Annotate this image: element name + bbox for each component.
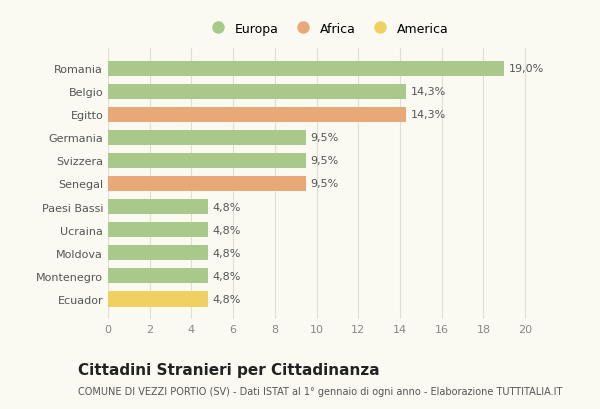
Bar <box>108 292 208 307</box>
Bar <box>108 108 406 122</box>
Bar <box>108 222 208 238</box>
Text: 4,8%: 4,8% <box>212 202 241 212</box>
Bar <box>108 84 406 99</box>
Bar <box>108 246 208 261</box>
Text: 9,5%: 9,5% <box>310 179 338 189</box>
Text: 9,5%: 9,5% <box>310 156 338 166</box>
Bar <box>108 177 306 191</box>
Text: 4,8%: 4,8% <box>212 294 241 304</box>
Bar <box>108 200 208 215</box>
Text: 19,0%: 19,0% <box>508 64 544 74</box>
Text: 14,3%: 14,3% <box>410 110 446 120</box>
Text: 14,3%: 14,3% <box>410 87 446 97</box>
Text: 4,8%: 4,8% <box>212 225 241 235</box>
Bar <box>108 153 306 169</box>
Text: 4,8%: 4,8% <box>212 271 241 281</box>
Text: COMUNE DI VEZZI PORTIO (SV) - Dati ISTAT al 1° gennaio di ogni anno - Elaborazio: COMUNE DI VEZZI PORTIO (SV) - Dati ISTAT… <box>78 387 562 396</box>
Text: 4,8%: 4,8% <box>212 248 241 258</box>
Bar <box>108 130 306 146</box>
Bar <box>108 61 504 76</box>
Text: Cittadini Stranieri per Cittadinanza: Cittadini Stranieri per Cittadinanza <box>78 362 380 377</box>
Bar <box>108 269 208 284</box>
Legend: Europa, Africa, America: Europa, Africa, America <box>200 18 454 40</box>
Text: 9,5%: 9,5% <box>310 133 338 143</box>
